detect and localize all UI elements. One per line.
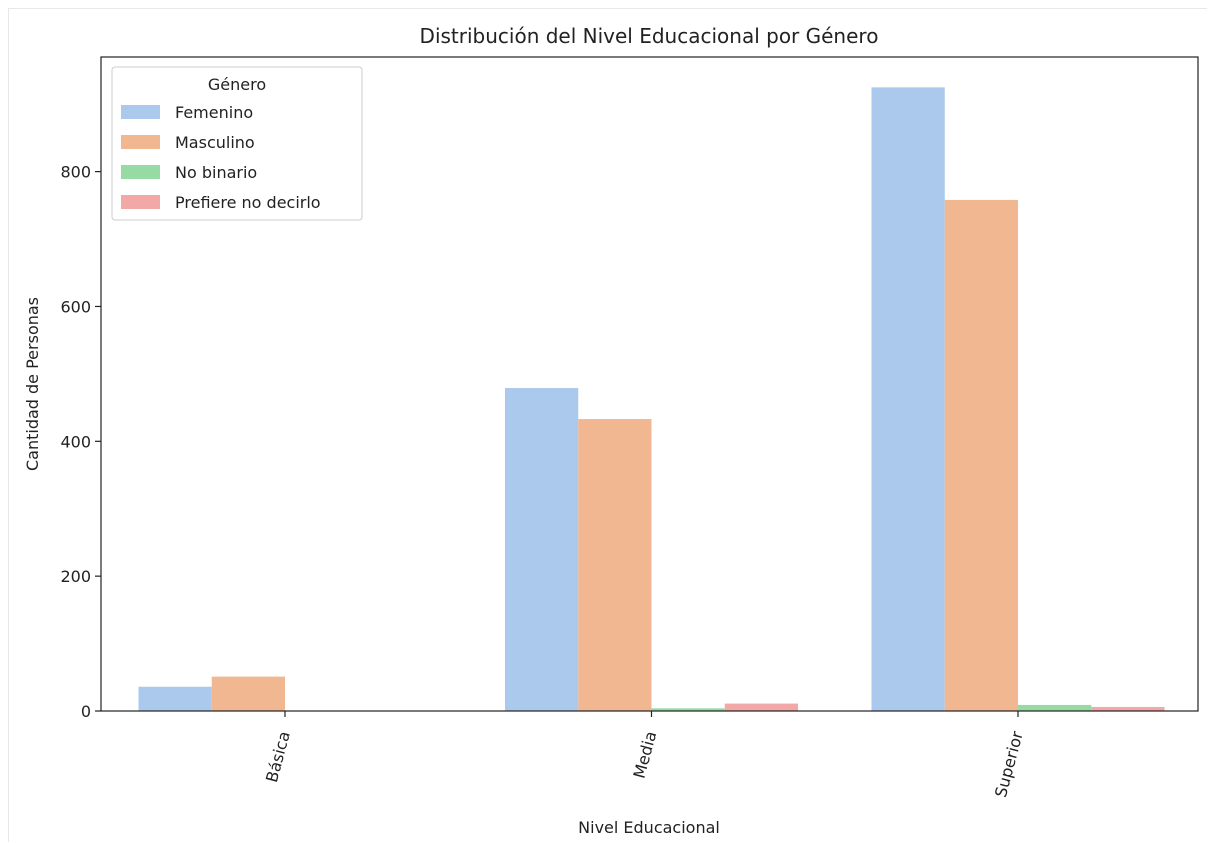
- bar-no-binario-1: [651, 708, 725, 711]
- figure-frame: [8, 8, 1207, 842]
- bar-masculino-0: [211, 676, 285, 711]
- x-axis-title: Nivel Educacional: [578, 818, 720, 837]
- x-tick-label-2: Superior: [991, 729, 1027, 800]
- bar-prefiere-no-decirlo-2: [1091, 706, 1165, 711]
- bar-femenino-2: [871, 87, 945, 711]
- bar-no-binario-2: [1018, 704, 1092, 711]
- legend-label-0: Femenino: [175, 103, 253, 122]
- legend-swatch-3: [121, 195, 160, 209]
- x-axis-ticks: Básica Media Superior: [262, 711, 1027, 799]
- bar-prefiere-no-decirlo-1: [724, 703, 798, 711]
- y-tick-label: 600: [60, 297, 91, 316]
- legend-items: Femenino Masculino No binario Prefiere no d…: [121, 103, 321, 212]
- legend: Género Femenino Masculino No binario Prefie…: [111, 66, 363, 221]
- legend-label-1: Masculino: [175, 133, 255, 152]
- bar-masculino-2: [944, 199, 1018, 711]
- y-tick-label: 0: [81, 702, 91, 721]
- plot-frame: [100, 56, 1199, 712]
- bar-femenino-0: [138, 686, 212, 711]
- legend-title: Género: [208, 75, 266, 94]
- legend-label-3: Prefiere no decirlo: [175, 193, 321, 212]
- legend-box: [111, 66, 363, 221]
- legend-swatch-0: [121, 105, 160, 119]
- bars-group: [138, 87, 1165, 711]
- y-tick-label: 800: [60, 163, 91, 182]
- y-tick-label: 200: [60, 567, 91, 586]
- y-tick-label: 400: [60, 432, 91, 451]
- y-axis-title: Cantidad de Personas: [23, 297, 42, 471]
- chart-title: Distribución del Nivel Educacional por G…: [420, 24, 879, 48]
- legend-swatch-2: [121, 165, 160, 179]
- bar-masculino-1: [578, 419, 652, 711]
- y-axis-ticks: 0 200 400 600 800: [60, 163, 101, 721]
- bar-femenino-1: [505, 388, 579, 711]
- legend-swatch-1: [121, 135, 160, 149]
- x-tick-label-1: Media: [630, 729, 661, 780]
- x-tick-label-0: Básica: [262, 729, 294, 784]
- legend-label-2: No binario: [175, 163, 257, 182]
